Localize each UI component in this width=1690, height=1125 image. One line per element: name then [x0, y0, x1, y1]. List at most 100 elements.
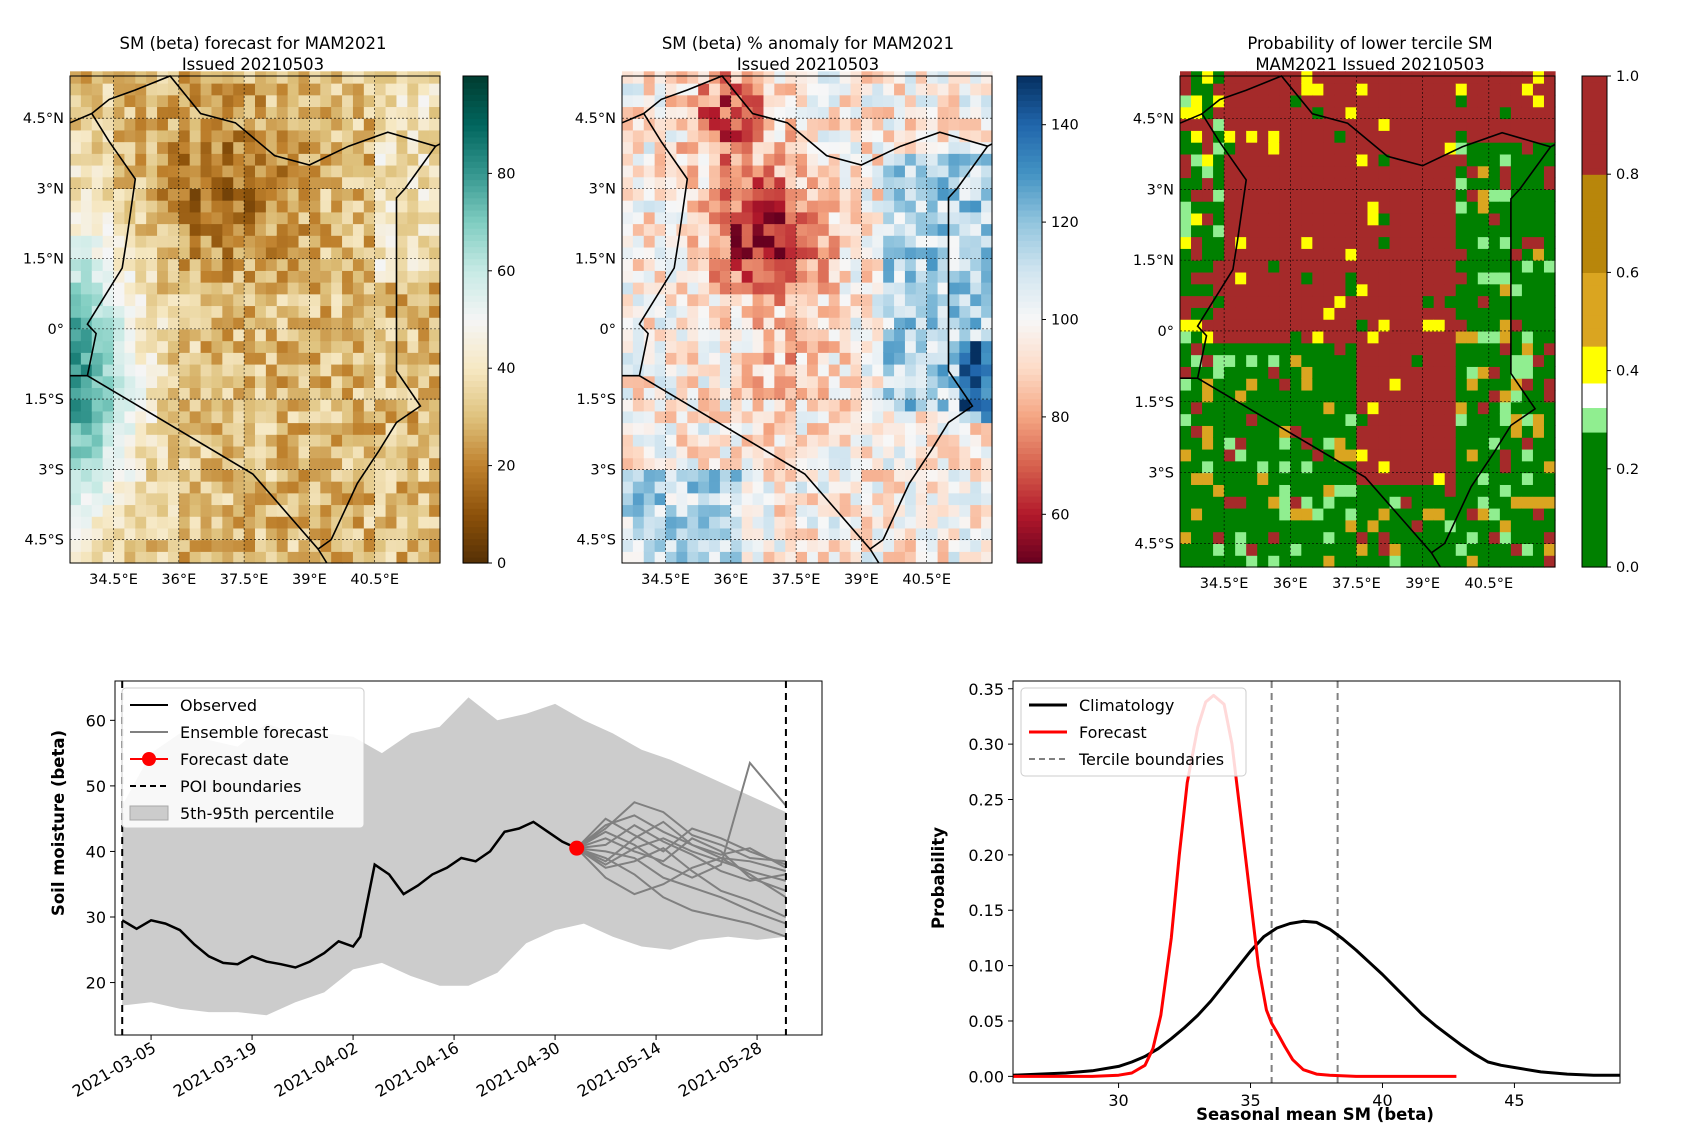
map-cell [676, 363, 688, 377]
map-cell [265, 176, 278, 189]
map-cell [774, 352, 786, 365]
map-cell [102, 188, 115, 201]
map-cell [70, 164, 82, 178]
colorbar-segment [1017, 502, 1042, 509]
map-cell [407, 469, 419, 482]
map-cell [276, 246, 289, 260]
map-cell [730, 328, 743, 342]
map-cell [276, 445, 289, 459]
map-cell [632, 375, 645, 388]
colorbar-segment [463, 112, 488, 120]
map-cell [429, 422, 441, 435]
map-cell [309, 457, 321, 470]
map-cell [981, 305, 993, 318]
map-cell [1224, 389, 1236, 403]
map-tercile-xtick-label: 36°E [1273, 576, 1308, 592]
map-cell [1301, 248, 1313, 261]
colorbar-segment [1017, 514, 1042, 521]
map-cell [233, 551, 245, 564]
map-cell [796, 188, 808, 201]
map-cell [146, 83, 158, 96]
map-cell [255, 492, 267, 506]
map-cell [244, 223, 256, 236]
colorbar-segment [1582, 235, 1607, 243]
map-cell [1521, 448, 1534, 462]
map-cell [719, 445, 732, 459]
map-cell [200, 71, 213, 84]
map-cell [1224, 543, 1236, 556]
colorbar-segment [1582, 137, 1607, 145]
map-cell [632, 94, 645, 108]
map-cell [1477, 319, 1490, 332]
map-cell [211, 399, 223, 412]
map-cell [265, 399, 278, 412]
map-cell [981, 200, 993, 213]
map-cell [1323, 153, 1336, 167]
map-cell [687, 340, 699, 353]
map-cell [1499, 378, 1512, 391]
map-cell [959, 422, 971, 435]
map-cell [396, 141, 408, 154]
map-cell [1235, 496, 1247, 509]
map-cell [1301, 531, 1313, 544]
map-cell [1455, 555, 1468, 568]
map-cell [1279, 189, 1291, 202]
map-cell [1466, 307, 1479, 320]
map-cell [1323, 224, 1336, 238]
map-cell [1301, 448, 1313, 462]
map-cell [1279, 130, 1291, 143]
map-cell [698, 293, 710, 307]
map-forecast-borders [69, 75, 441, 564]
map-cell [1356, 283, 1369, 297]
map-cell [113, 305, 126, 318]
map-cell [1191, 201, 1203, 214]
map-cell [785, 328, 797, 342]
map-cell [309, 293, 321, 307]
map-cell [915, 317, 928, 330]
map-cell [113, 164, 126, 178]
map-cell [774, 363, 786, 377]
map-cell [1257, 94, 1269, 108]
map-cell [1202, 106, 1214, 120]
map-cell [1400, 130, 1413, 143]
map-cell [91, 387, 104, 400]
map-cell [632, 410, 645, 424]
map-cell [102, 129, 115, 143]
map-cell [1367, 189, 1380, 202]
colorbar-segment [463, 130, 488, 138]
map-cell [167, 328, 180, 342]
map-cell [1411, 519, 1424, 533]
map-cell [1312, 271, 1324, 285]
map-cell [1477, 531, 1490, 544]
map-cell [1521, 212, 1534, 226]
map-cell [1543, 248, 1556, 261]
map-anomaly-borders [621, 75, 993, 564]
map-cell [429, 375, 441, 388]
map-cell [1433, 295, 1446, 308]
map-cell [763, 141, 775, 154]
map-cell [1521, 484, 1534, 497]
map-cell [937, 188, 950, 201]
map-cell [883, 246, 895, 260]
map-cell [1499, 543, 1512, 556]
map-cell [222, 129, 234, 143]
map-cell [1301, 118, 1313, 131]
map-cell [1367, 142, 1380, 155]
colorbar-segment [1017, 216, 1042, 223]
map-cell [785, 340, 797, 353]
map-cell [124, 94, 136, 108]
map-cell [1356, 177, 1369, 190]
map-cell [763, 469, 775, 482]
map-cell [828, 445, 841, 459]
map-cell [883, 481, 895, 494]
colorbar-segment [463, 106, 488, 114]
map-cell [850, 340, 863, 353]
map-cell [1444, 319, 1457, 332]
map-cell [763, 118, 775, 131]
map-cell [178, 106, 191, 119]
map-cell [894, 375, 906, 388]
map-cell [687, 106, 699, 119]
map-anomaly-colorbar-tick-label: 60 [1051, 507, 1069, 523]
map-cell [1279, 555, 1291, 568]
map-cell [883, 258, 895, 271]
